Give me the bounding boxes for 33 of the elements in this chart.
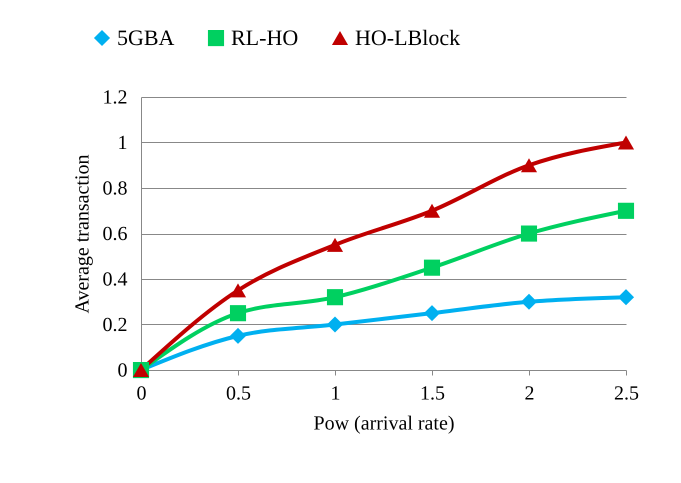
- point: [230, 328, 246, 344]
- point: [230, 283, 246, 298]
- point: [326, 316, 344, 333]
- x-tick-label: 1: [330, 382, 340, 404]
- y-tick-label: 0: [118, 360, 128, 382]
- y-tick-label: 0.8: [102, 178, 128, 200]
- point: [618, 136, 634, 150]
- legend-label: 5GBA: [117, 25, 175, 50]
- point: [424, 305, 440, 322]
- legend-label: HO-LBlock: [355, 25, 460, 50]
- x-tick-label: 2.5: [614, 382, 639, 404]
- x-tick-label: 2: [524, 382, 534, 404]
- point: [326, 289, 344, 306]
- y-axis-title: Average transaction: [72, 154, 94, 314]
- x-tick-label: 1.5: [420, 382, 445, 404]
- x-axis-title: Pow (arrival rate): [313, 412, 455, 434]
- y-tick-label: 1: [118, 132, 128, 154]
- point: [424, 204, 440, 218]
- x-tick-label: 0.5: [226, 382, 251, 404]
- point: [326, 238, 344, 252]
- point: [424, 260, 440, 276]
- point: [520, 158, 538, 172]
- point: [618, 202, 634, 219]
- legend-label: RL-HO: [231, 25, 298, 50]
- point: [520, 294, 538, 310]
- y-tick-label: 0.6: [102, 223, 128, 245]
- x-tick-label: 0: [136, 382, 146, 404]
- point: [230, 305, 246, 322]
- y-tick-label: 0.2: [102, 314, 128, 336]
- point: [520, 225, 538, 242]
- y-tick-label: 1.2: [102, 86, 128, 108]
- y-tick-label: 0.4: [102, 268, 128, 290]
- point: [618, 289, 634, 306]
